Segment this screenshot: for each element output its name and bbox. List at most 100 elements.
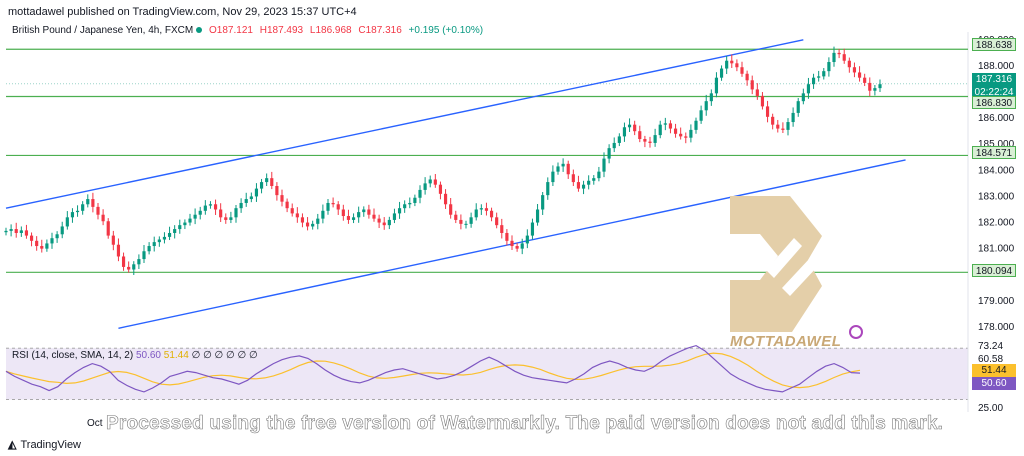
candle-body [142,251,146,260]
candle [167,226,172,241]
bar-countdown: 02:22:24 [974,87,1014,98]
price-tag-level-2: 186.830 [972,96,1016,109]
candle-body [449,204,453,215]
candle [755,83,759,100]
candle-body [438,184,443,194]
candle [546,177,550,200]
candle [377,214,381,229]
candle-body [868,82,872,91]
candle [801,88,805,105]
candle-body [602,158,606,172]
candle-body [341,209,345,217]
candle-body [40,246,44,249]
candle-body [811,77,816,85]
candle [689,124,693,143]
price-axis-tick: 181.000 [978,244,1015,255]
candle-body [19,230,23,233]
candle [372,208,376,222]
candle [709,89,713,106]
candle [857,66,862,82]
candle [106,218,110,239]
candle-body [208,204,213,206]
candle-body [495,217,499,226]
candle [111,230,115,251]
candle [392,208,397,224]
candle [208,201,213,209]
candle-body [612,142,616,149]
candle-body [464,223,468,225]
candle [643,135,647,148]
candle [346,209,351,224]
rsi-chart[interactable] [0,340,1024,412]
candle-body [581,184,586,189]
candle [142,244,146,263]
candle [520,238,524,255]
candle-body [663,123,667,125]
candle-body [178,225,182,230]
candle [597,166,601,182]
candle-body [694,120,698,130]
candle-body [106,221,110,236]
candle [796,98,800,117]
candle [684,132,688,144]
candle-body [837,52,841,55]
candle [81,201,85,215]
candle [438,181,443,200]
candle [147,242,151,255]
rsi-axis-tick: 25.00 [978,403,1004,414]
candle-body [265,178,269,183]
candle [474,203,478,221]
candle [735,59,739,72]
candle-body [484,208,489,211]
price-axis-tick: 179.000 [978,296,1015,307]
candle-body [418,189,422,198]
candle [193,208,197,225]
tradingview-logo[interactable]: ◭ TradingView [8,438,81,451]
candle [510,235,514,250]
candle-body [259,182,264,189]
candle [535,204,540,226]
candle-body [760,95,765,107]
candle-body [162,236,167,240]
candle-body [183,222,187,226]
candle [259,178,264,194]
candle-body [878,84,882,89]
candle-body [213,204,218,210]
change-value: +0.195 (+0.10%) [408,25,484,36]
candle-body [70,212,75,218]
candle-body [413,197,417,203]
candle-body [387,219,391,226]
candle-body [234,208,238,218]
replay-clock-icon[interactable] [849,325,863,339]
candle-body [357,212,361,218]
candle [249,192,253,203]
candle-body [551,171,555,183]
rsi-legend-title[interactable]: RSI (14, close, SMA, 14, 2) [12,350,134,361]
candle [852,62,857,78]
candle [587,175,591,190]
price-axis-tick: 185.000 [978,139,1015,150]
candle-body [832,52,836,63]
price-axis-tick: 186.000 [978,113,1015,124]
candle [19,226,23,237]
price-chart[interactable]: 189.000188.000186.000185.000184.000183.0… [0,32,1024,340]
candle-body [132,264,136,270]
candle [50,232,54,249]
symbol-name[interactable]: British Pound / Japanese Yen, 4h, FXCM [12,25,194,36]
candle-body [75,210,80,213]
candle-body [817,76,821,78]
candle-body [137,259,141,265]
candle [275,182,279,201]
processing-watermark: Processed using the free version of Wate… [106,413,944,435]
candle [704,94,708,116]
candle-body [321,210,325,219]
candle-body [403,204,407,209]
candle [224,213,228,224]
candle-body [86,199,90,205]
candle [771,113,775,130]
candle-body [633,124,637,132]
close-value: C187.316 [358,25,402,36]
candle [566,160,570,179]
candle-body [443,193,448,205]
candle-body [96,206,100,215]
